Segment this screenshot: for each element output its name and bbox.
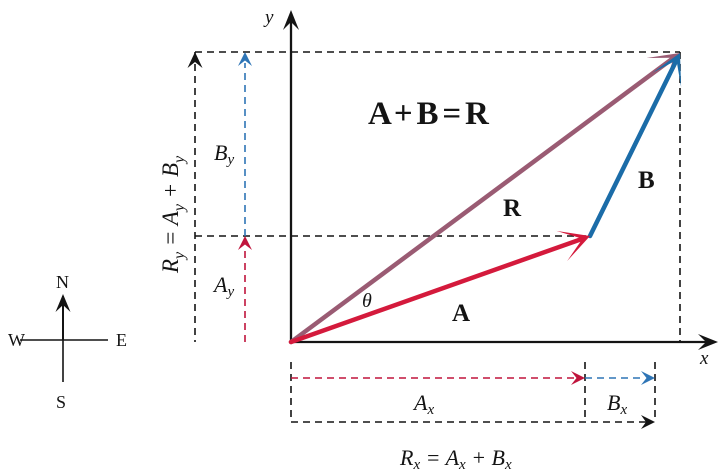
- svg-text:W: W: [8, 330, 25, 350]
- svg-text:Ax: Ax: [412, 390, 434, 418]
- svg-text:Ry = Ay + By: Ry = Ay + By: [158, 155, 188, 274]
- svg-text:N: N: [56, 272, 69, 292]
- svg-text:A + B = R: A + B = R: [368, 96, 490, 132]
- svg-text:Ay: Ay: [212, 272, 234, 300]
- svg-text:A: A: [452, 300, 470, 327]
- svg-text:x: x: [699, 348, 709, 369]
- svg-text:E: E: [116, 330, 127, 350]
- svg-text:S: S: [56, 392, 66, 412]
- svg-text:R: R: [503, 195, 522, 222]
- svg-text:θ: θ: [362, 290, 372, 312]
- svg-text:y: y: [263, 7, 274, 28]
- svg-text:Rx = Ax + Bx: Rx = Ax + Bx: [399, 445, 512, 473]
- svg-text:By: By: [214, 140, 234, 168]
- svg-text:Bx: Bx: [607, 390, 627, 418]
- svg-text:B: B: [638, 167, 655, 194]
